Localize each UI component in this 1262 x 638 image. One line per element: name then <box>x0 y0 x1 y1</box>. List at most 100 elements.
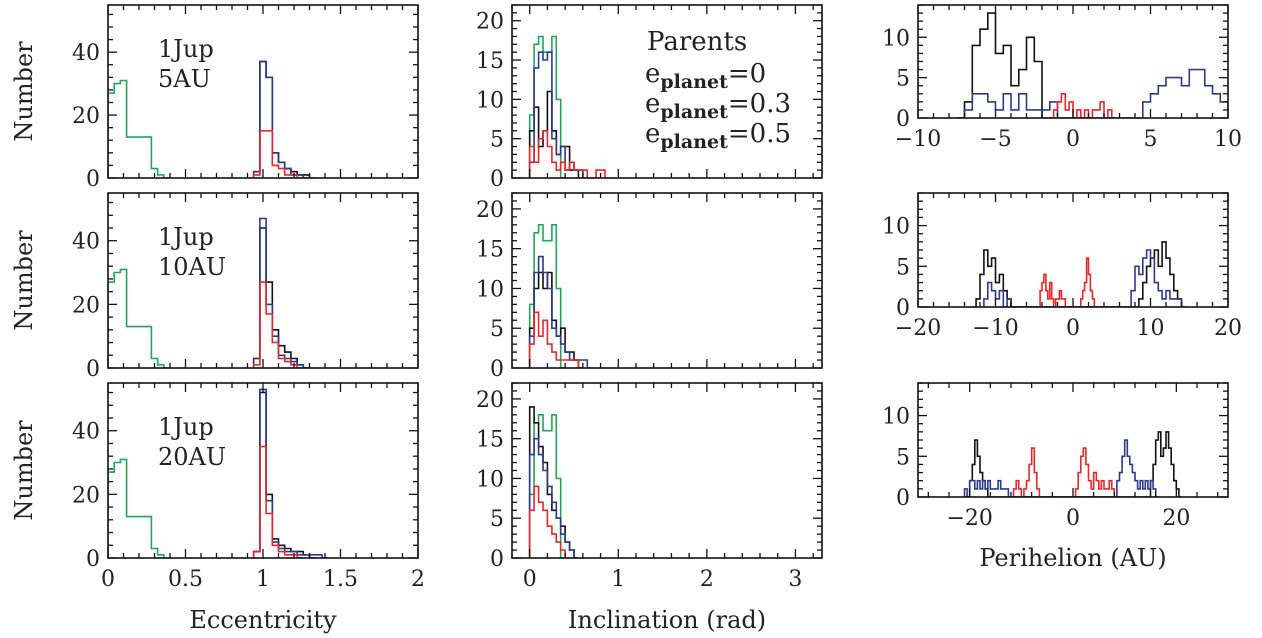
y-tick-label: 0 <box>490 547 504 572</box>
x-tick-label: 20 <box>1214 316 1242 341</box>
panel-frame <box>511 192 823 369</box>
legend-entry-parents: Parents <box>647 27 747 57</box>
series-layer <box>528 224 592 368</box>
y-tick-label: 10 <box>476 88 504 113</box>
series-layer <box>956 12 1228 118</box>
histogram-e03 <box>963 439 1159 497</box>
y-tick-label: 10 <box>476 467 504 492</box>
y-tick-label: 0 <box>896 296 910 321</box>
panel-frame <box>107 382 419 559</box>
histogram-parents <box>528 414 566 558</box>
y-tick-label: 20 <box>72 293 100 318</box>
histogram-parents <box>108 79 170 178</box>
panel-r2-c1: 0 20 40 <box>72 192 419 382</box>
y-tick-label: 10 <box>882 405 910 430</box>
y-tick-label: 20 <box>476 388 504 413</box>
y-tick-label: 10 <box>476 277 504 302</box>
x-axis-label: Eccentricity <box>189 606 337 634</box>
histogram-e03 <box>956 68 1228 118</box>
legend-entry-e05: eplanet=0.5 <box>645 119 791 153</box>
y-tick-label: 40 <box>72 41 100 66</box>
y-tick-label: 0 <box>896 107 910 132</box>
axis-labels-layer: Number Number Number Eccentricity Inclinatio… <box>10 41 1167 634</box>
x-tick-label: −20 <box>946 506 992 531</box>
y-tick-label: 0 <box>86 357 100 382</box>
legend-entry-e03: eplanet=0.3 <box>645 89 791 123</box>
histogram-parents <box>108 458 170 558</box>
histogram-e05 <box>1038 257 1097 307</box>
y-tick-label: 5 <box>490 507 504 532</box>
histogram-e03 <box>528 437 579 558</box>
series-layer <box>528 406 579 558</box>
y-tick-label: 0 <box>86 547 100 572</box>
y-tick-label: 5 <box>490 317 504 342</box>
histogram-parents <box>528 224 566 368</box>
y-axis-label: Number <box>10 230 38 331</box>
histogram-e03 <box>252 388 329 558</box>
series-layer <box>108 60 316 178</box>
histogram-e0 <box>528 271 583 368</box>
x-tick-label: −20 <box>895 316 941 341</box>
y-tick-label: 0 <box>86 167 100 192</box>
x-tick-label: 0 <box>1066 506 1080 531</box>
row-label-line: 10AU <box>158 253 226 281</box>
panel-r2-c2: 0 5 10 15 20 <box>476 192 823 382</box>
panel-frame <box>917 4 1229 119</box>
x-tick-label: 5 <box>1144 127 1158 152</box>
histogram-parents <box>108 268 170 368</box>
y-tick-label: 5 <box>490 128 504 153</box>
panel-frame <box>917 382 1229 498</box>
y-tick-label: 0 <box>490 357 504 382</box>
series-layer <box>963 431 1182 497</box>
row-label-line: 1Jup <box>158 35 214 63</box>
panel-frame <box>511 382 823 559</box>
y-tick-label: 40 <box>72 420 100 445</box>
panel-r3-c2: 0 1 2 3 0 5 10 15 20 <box>476 382 823 592</box>
panel-r1-c1: 0 20 40 <box>72 4 419 192</box>
x-tick-label: −10 <box>895 127 941 152</box>
series-layer <box>108 388 329 558</box>
histogram-e03 <box>252 60 310 178</box>
histogram-e05 <box>528 130 610 178</box>
series-layer <box>528 35 610 178</box>
histogram-e05 <box>1049 93 1116 118</box>
panel-r1-c2: 0 5 10 15 20 <box>476 4 823 192</box>
histogram-e05 <box>1011 447 1117 497</box>
x-tick-label: 3 <box>788 567 802 592</box>
x-tick-label: 20 <box>1162 506 1190 531</box>
histogram-e05 <box>528 485 570 558</box>
histogram-e0 <box>972 241 1186 307</box>
row-label-line: 5AU <box>158 65 211 93</box>
x-tick-label: 1 <box>256 567 270 592</box>
x-tick-label: 0 <box>523 567 537 592</box>
panel-r3-c3: −20 0 20 0 5 10 <box>882 382 1229 531</box>
y-tick-label: 5 <box>896 67 910 92</box>
x-axis-label: Inclination (rad) <box>568 606 766 634</box>
y-tick-label: 10 <box>882 215 910 240</box>
histogram-e0 <box>252 391 316 558</box>
histogram-e03 <box>983 249 1186 307</box>
panel-frame <box>107 4 419 179</box>
panel-r2-c3: −20 −10 0 10 20 0 5 10 <box>882 192 1242 341</box>
y-axis-label: Number <box>10 41 38 142</box>
y-tick-label: 10 <box>882 26 910 51</box>
histogram-e0 <box>528 406 579 558</box>
panel-r1-c3: −10 −5 0 5 10 0 5 10 <box>882 4 1242 152</box>
histogram-e05 <box>252 281 304 368</box>
histogram-e0 <box>252 227 310 368</box>
y-axis-label: Number <box>10 420 38 521</box>
histogram-e0 <box>968 431 1182 497</box>
y-tick-label: 15 <box>476 49 504 74</box>
x-tick-label: 10 <box>1214 127 1242 152</box>
y-tick-label: 0 <box>896 486 910 511</box>
y-tick-label: 40 <box>72 230 100 255</box>
x-tick-label: −10 <box>972 316 1018 341</box>
x-tick-label: 0 <box>101 567 115 592</box>
panel-frame <box>917 192 1229 308</box>
row-label-line: 1Jup <box>158 413 214 441</box>
x-tick-label: 0 <box>1066 316 1080 341</box>
x-tick-label: 10 <box>1137 316 1165 341</box>
